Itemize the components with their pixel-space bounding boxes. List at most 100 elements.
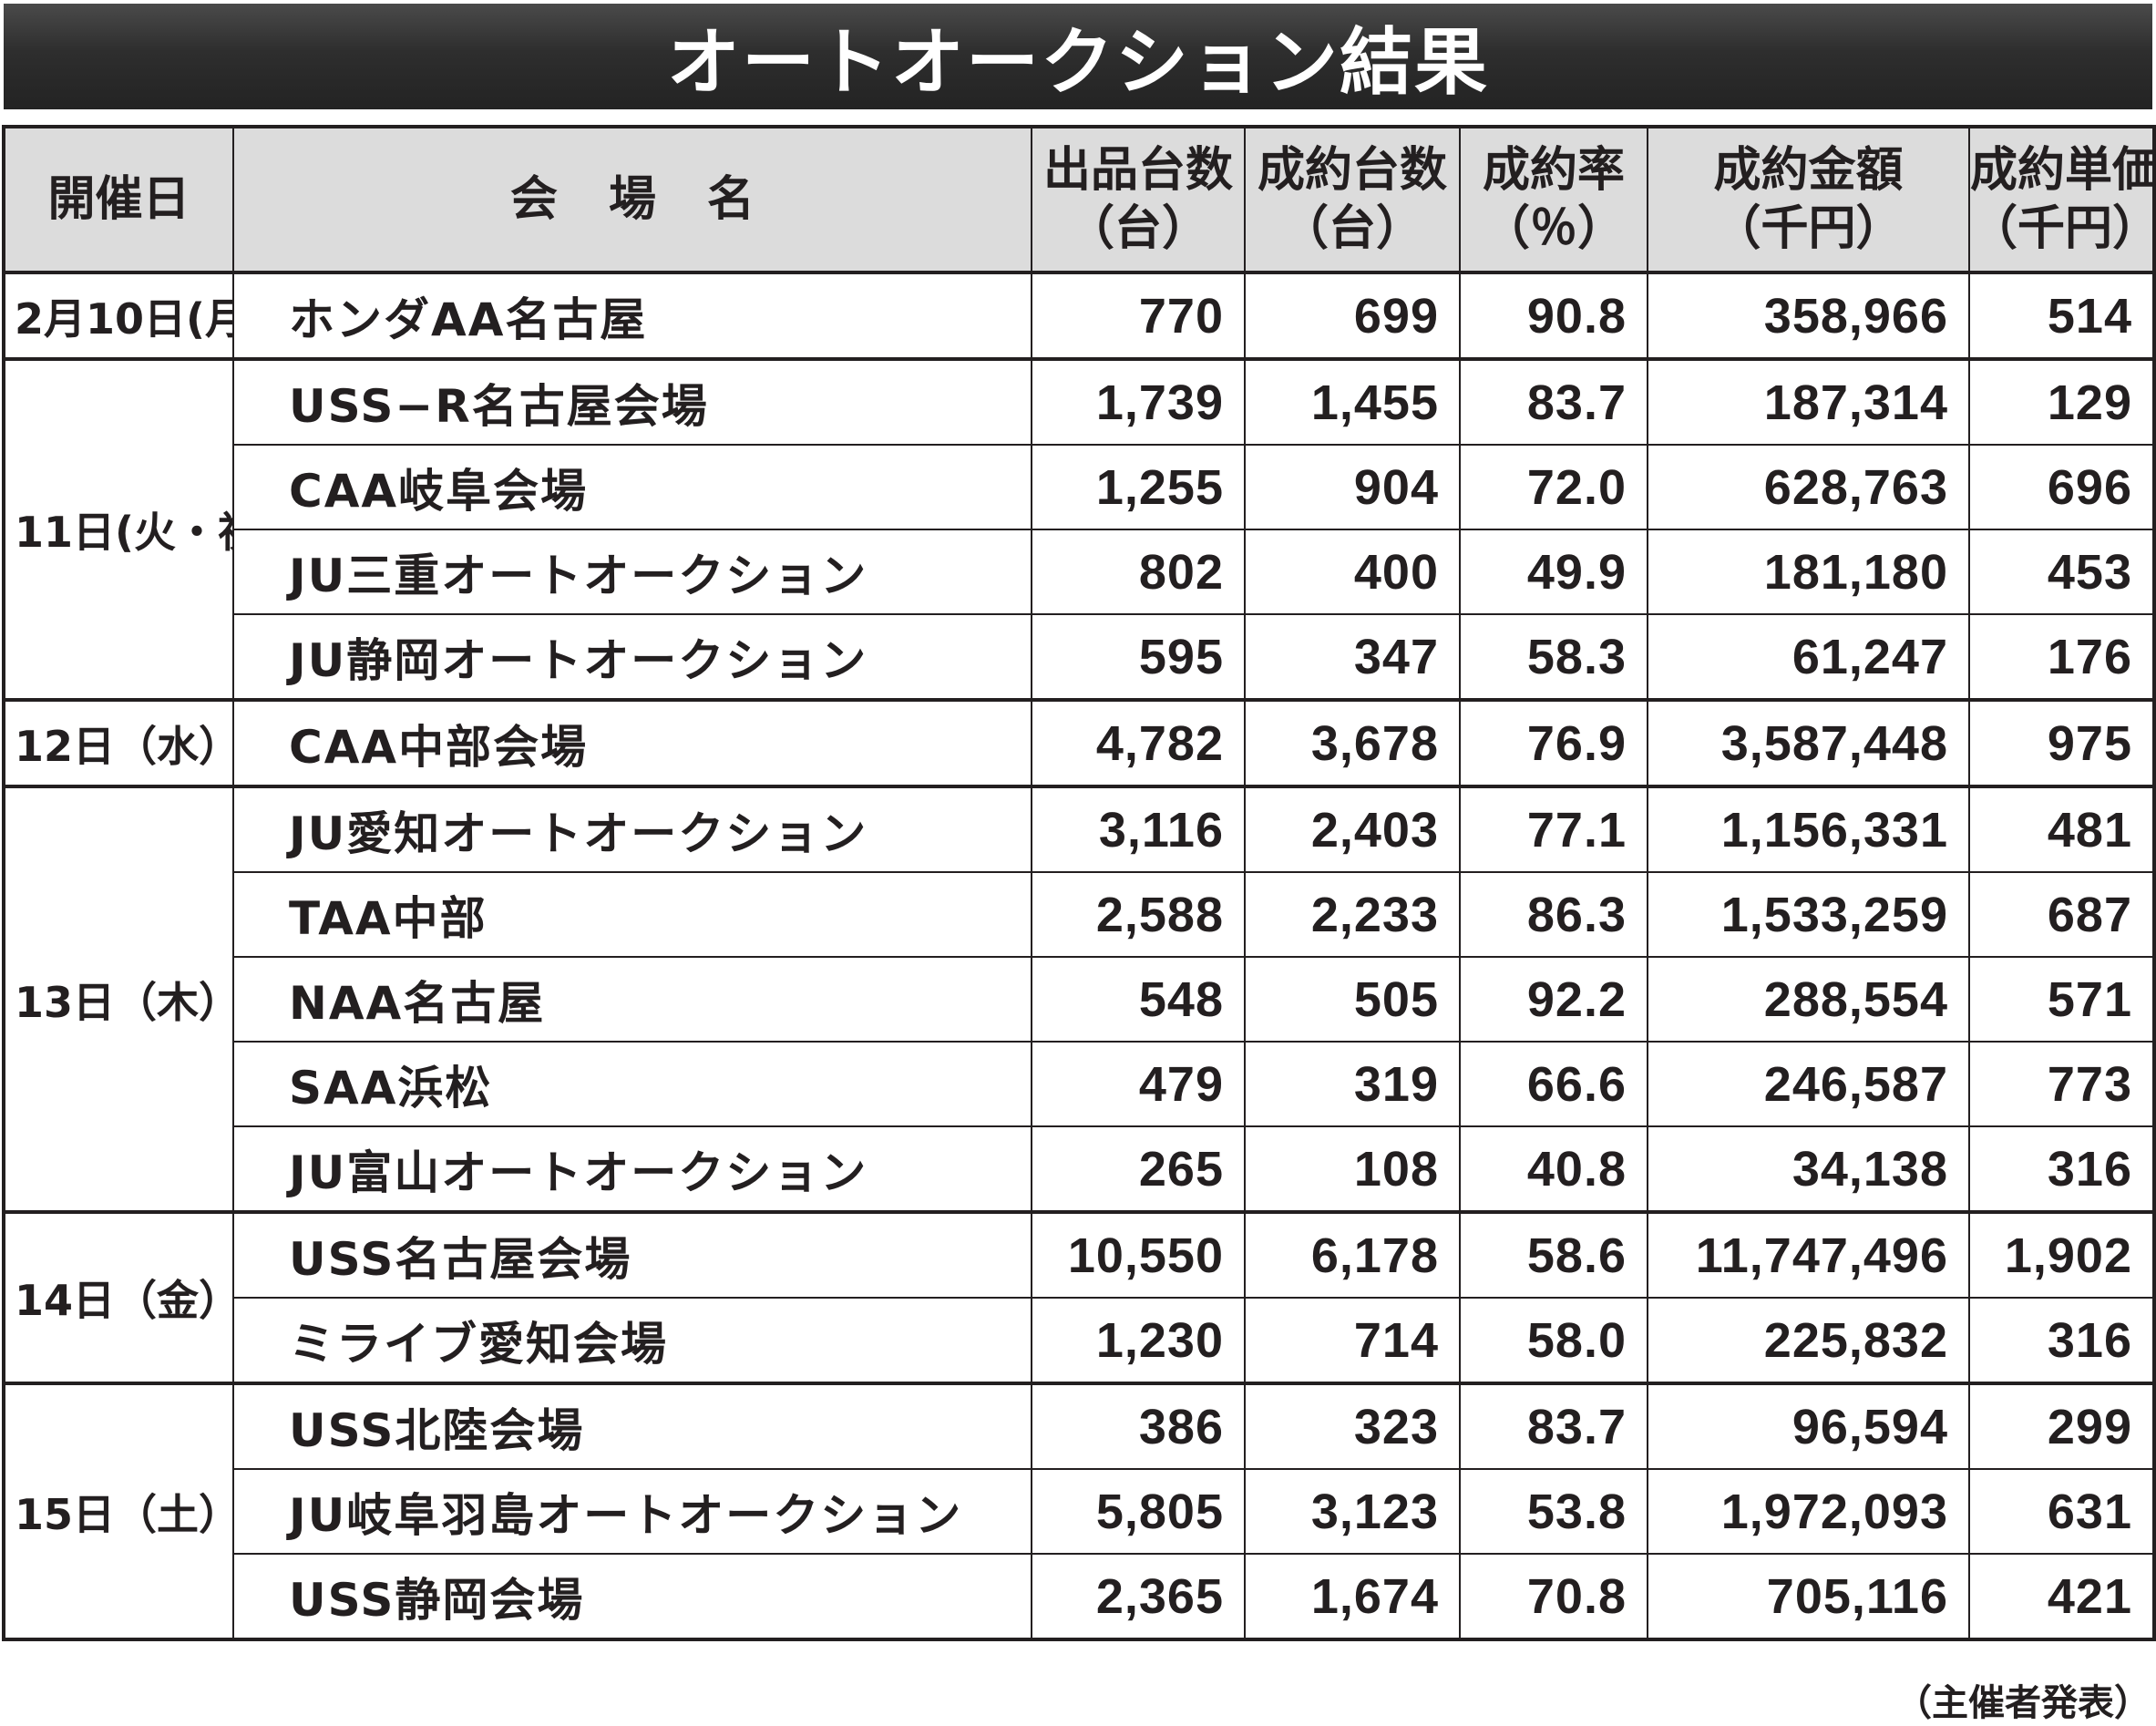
- header-listed-label: 出品台数: [1042, 143, 1233, 198]
- unit-price-cell: 687: [1968, 871, 2155, 958]
- listed-cell: 1,255: [1031, 444, 1246, 530]
- table-row: CAA岐阜会場 1,255 904 72.0 628,763 696: [4, 444, 2155, 530]
- table-row: TAA中部 2,588 2,233 86.3 1,533,259 687: [4, 871, 2155, 958]
- header-unit-price: 成約単価 （千円）: [1968, 126, 2156, 273]
- page-title: オートオークション結果: [667, 20, 1489, 105]
- amount-cell: 246,587: [1647, 1041, 1970, 1127]
- amount-cell: 3,587,448: [1647, 698, 1970, 787]
- rate-cell: 92.2: [1459, 956, 1648, 1043]
- sold-cell: 108: [1244, 1125, 1461, 1213]
- venue-cell: TAA中部: [232, 871, 1032, 958]
- venue-cell: USS静岡会場: [232, 1553, 1032, 1640]
- amount-cell: 11,747,496: [1647, 1210, 1970, 1299]
- header-listed-unit: （台）: [1066, 201, 1209, 256]
- venue-cell: CAA中部会場: [232, 698, 1032, 787]
- amount-cell: 96,594: [1647, 1382, 1970, 1470]
- table-row: JU静岡オートオークション 595 347 58.3 61,247 176: [4, 613, 2155, 701]
- unit-price-cell: 571: [1968, 956, 2155, 1043]
- listed-cell: 770: [1031, 271, 1246, 360]
- unit-price-cell: 316: [1968, 1125, 2155, 1213]
- amount-cell: 187,314: [1647, 357, 1970, 446]
- header-row: 開催日 会場名 出品台数 （台） 成約台数 （台） 成約率 （％） 成約金額 （…: [3, 126, 2156, 273]
- header-amount-label: 成約金額: [1713, 143, 1904, 198]
- table-row: USS静岡会場 2,365 1,674 70.8 705,116 421: [4, 1553, 2155, 1640]
- rate-cell: 70.8: [1459, 1553, 1648, 1640]
- sold-cell: 2,403: [1244, 785, 1461, 873]
- venue-cell: USS名古屋会場: [232, 1210, 1032, 1299]
- date-cell: 2月10日(月): [3, 271, 234, 360]
- table-row: NAA名古屋 548 505 92.2 288,554 571: [4, 956, 2155, 1043]
- header-amount: 成約金額 （千円）: [1647, 126, 1970, 273]
- rate-cell: 86.3: [1459, 871, 1648, 958]
- listed-cell: 2,365: [1031, 1553, 1246, 1640]
- unit-price-cell: 1,902: [1968, 1210, 2155, 1299]
- sold-cell: 3,123: [1244, 1468, 1461, 1555]
- sold-cell: 2,233: [1244, 871, 1461, 958]
- header-rate: 成約率 （％）: [1459, 126, 1648, 273]
- venue-cell: JU静岡オートオークション: [232, 613, 1032, 701]
- table-row: JU三重オートオークション 802 400 49.9 181,180 453: [4, 529, 2155, 615]
- venue-cell: JU富山オートオークション: [232, 1125, 1032, 1213]
- sold-cell: 400: [1244, 529, 1461, 615]
- sold-cell: 1,455: [1244, 357, 1461, 446]
- rate-cell: 58.6: [1459, 1210, 1648, 1299]
- table-row: 15日（土） USS北陸会場 386 323 83.7 96,594 299: [3, 1382, 2155, 1640]
- header-date-label: 開催日: [47, 172, 190, 227]
- auction-results-table: 開催日 会場名 出品台数 （台） 成約台数 （台） 成約率 （％） 成約金額 （…: [2, 125, 2156, 1641]
- table-row: JU岐阜羽島オートオークション 5,805 3,123 53.8 1,972,0…: [4, 1468, 2155, 1555]
- venue-cell: SAA浜松: [232, 1041, 1032, 1127]
- listed-cell: 1,739: [1031, 357, 1246, 446]
- sold-cell: 6,178: [1244, 1210, 1461, 1299]
- sold-cell: 347: [1244, 613, 1461, 701]
- table-row: 13日（木） JU愛知オートオークション 3,116 2,403 77.1 1,…: [3, 785, 2155, 1213]
- listed-cell: 4,782: [1031, 698, 1246, 787]
- unit-price-cell: 631: [1968, 1468, 2155, 1555]
- amount-cell: 1,972,093: [1647, 1468, 1970, 1555]
- sold-cell: 505: [1244, 956, 1461, 1043]
- table-row: JU富山オートオークション 265 108 40.8 34,138 316: [4, 1125, 2155, 1213]
- sold-cell: 319: [1244, 1041, 1461, 1127]
- amount-cell: 1,156,331: [1647, 785, 1970, 873]
- listed-cell: 10,550: [1031, 1210, 1246, 1299]
- venue-cell: USS−R名古屋会場: [232, 357, 1032, 446]
- rate-cell: 76.9: [1459, 698, 1648, 787]
- venue-cell: JU岐阜羽島オートオークション: [232, 1468, 1032, 1555]
- rate-cell: 72.0: [1459, 444, 1648, 530]
- listed-cell: 548: [1031, 956, 1246, 1043]
- rate-cell: 58.0: [1459, 1297, 1648, 1384]
- date-cell: 14日（金）: [3, 1210, 234, 1384]
- sold-cell: 699: [1244, 271, 1461, 360]
- venue-cell: ホンダAA名古屋: [232, 271, 1032, 360]
- unit-price-cell: 975: [1968, 698, 2155, 787]
- rate-cell: 66.6: [1459, 1041, 1648, 1127]
- rate-cell: 40.8: [1459, 1125, 1648, 1213]
- table-row: 14日（金） USS名古屋会場 10,550 6,178 58.6 11,747…: [3, 1210, 2155, 1384]
- amount-cell: 288,554: [1647, 956, 1970, 1043]
- unit-price-cell: 481: [1968, 785, 2155, 873]
- amount-cell: 1,533,259: [1647, 871, 1970, 958]
- table-row: ミライブ愛知会場 1,230 714 58.0 225,832 316: [4, 1297, 2155, 1384]
- venue-cell: ミライブ愛知会場: [232, 1297, 1032, 1384]
- venue-cell: JU愛知オートオークション: [232, 785, 1032, 873]
- header-amount-unit: （千円）: [1713, 201, 1904, 256]
- unit-price-cell: 773: [1968, 1041, 2155, 1127]
- header-venue-label: 会場名: [509, 172, 806, 227]
- amount-cell: 61,247: [1647, 613, 1970, 701]
- amount-cell: 225,832: [1647, 1297, 1970, 1384]
- rate-cell: 49.9: [1459, 529, 1648, 615]
- amount-cell: 358,966: [1647, 271, 1970, 360]
- venue-cell: JU三重オートオークション: [232, 529, 1032, 615]
- unit-price-cell: 316: [1968, 1297, 2155, 1384]
- table-row: 2月10日(月) ホンダAA名古屋 770 699 90.8 358,966 5…: [3, 271, 2155, 360]
- listed-cell: 5,805: [1031, 1468, 1246, 1555]
- amount-cell: 628,763: [1647, 444, 1970, 530]
- unit-price-cell: 453: [1968, 529, 2155, 615]
- listed-cell: 595: [1031, 613, 1246, 701]
- rate-cell: 83.7: [1459, 357, 1648, 446]
- listed-cell: 1,230: [1031, 1297, 1246, 1384]
- rate-cell: 53.8: [1459, 1468, 1648, 1555]
- date-cell: 13日（木）: [3, 785, 234, 1213]
- table-row: SAA浜松 479 319 66.6 246,587 773: [4, 1041, 2155, 1127]
- table-row: 12日（水） CAA中部会場 4,782 3,678 76.9 3,587,44…: [3, 698, 2155, 787]
- venue-cell: NAA名古屋: [232, 956, 1032, 1043]
